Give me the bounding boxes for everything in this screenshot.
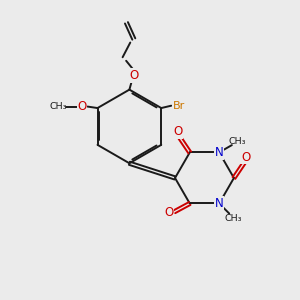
Text: O: O [164,206,174,219]
Text: CH₃: CH₃ [49,102,67,111]
Text: O: O [173,125,183,138]
Text: O: O [78,100,87,113]
Text: N: N [215,146,224,159]
Text: CH₃: CH₃ [228,137,246,146]
Text: CH₃: CH₃ [224,214,242,223]
Text: O: O [241,151,250,164]
Text: O: O [129,69,138,82]
Text: N: N [215,197,224,210]
Text: Br: Br [173,101,185,111]
